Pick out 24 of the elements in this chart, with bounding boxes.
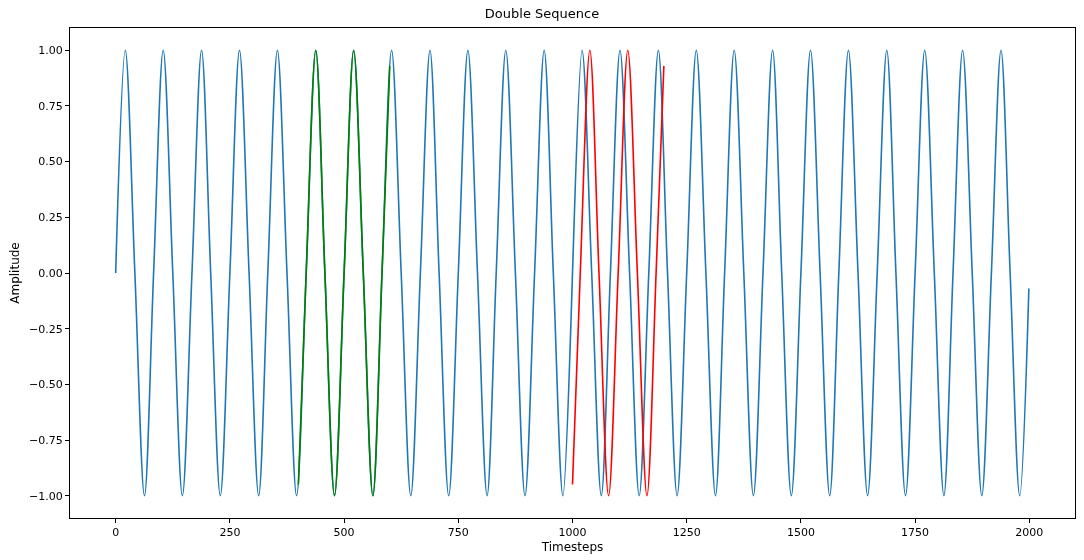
x-tick-label: 750	[447, 526, 469, 540]
y-tick-label: 0.75	[38, 99, 63, 113]
line-series	[571, 49, 665, 497]
chart-title: Double Sequence	[484, 5, 600, 21]
x-tick-label: 1000	[558, 526, 587, 540]
x-axis-title: Timesteps	[540, 540, 604, 555]
y-tick-label: 1.00	[38, 44, 63, 58]
y-tick-label: −1.00	[29, 489, 63, 503]
y-tick-label: −0.25	[29, 322, 63, 336]
y-axis-title: Amplitude	[8, 242, 23, 304]
y-tick-label: 0.50	[38, 155, 63, 169]
line-series	[297, 49, 391, 497]
x-tick-label: 250	[219, 526, 241, 540]
x-tick-label: 500	[333, 526, 355, 540]
line-series	[114, 49, 1030, 497]
x-tick-label: 1500	[786, 526, 815, 540]
x-tick-label: 2000	[1015, 526, 1044, 540]
x-tick-label: 0	[112, 526, 120, 540]
x-tick-label: 1250	[672, 526, 701, 540]
y-tick-label: 0.00	[38, 266, 63, 280]
y-tick-label: 0.25	[38, 211, 63, 225]
y-tick-label: −0.50	[29, 378, 63, 392]
x-tick-label: 1750	[901, 526, 930, 540]
y-tick-label: −0.75	[29, 433, 63, 447]
